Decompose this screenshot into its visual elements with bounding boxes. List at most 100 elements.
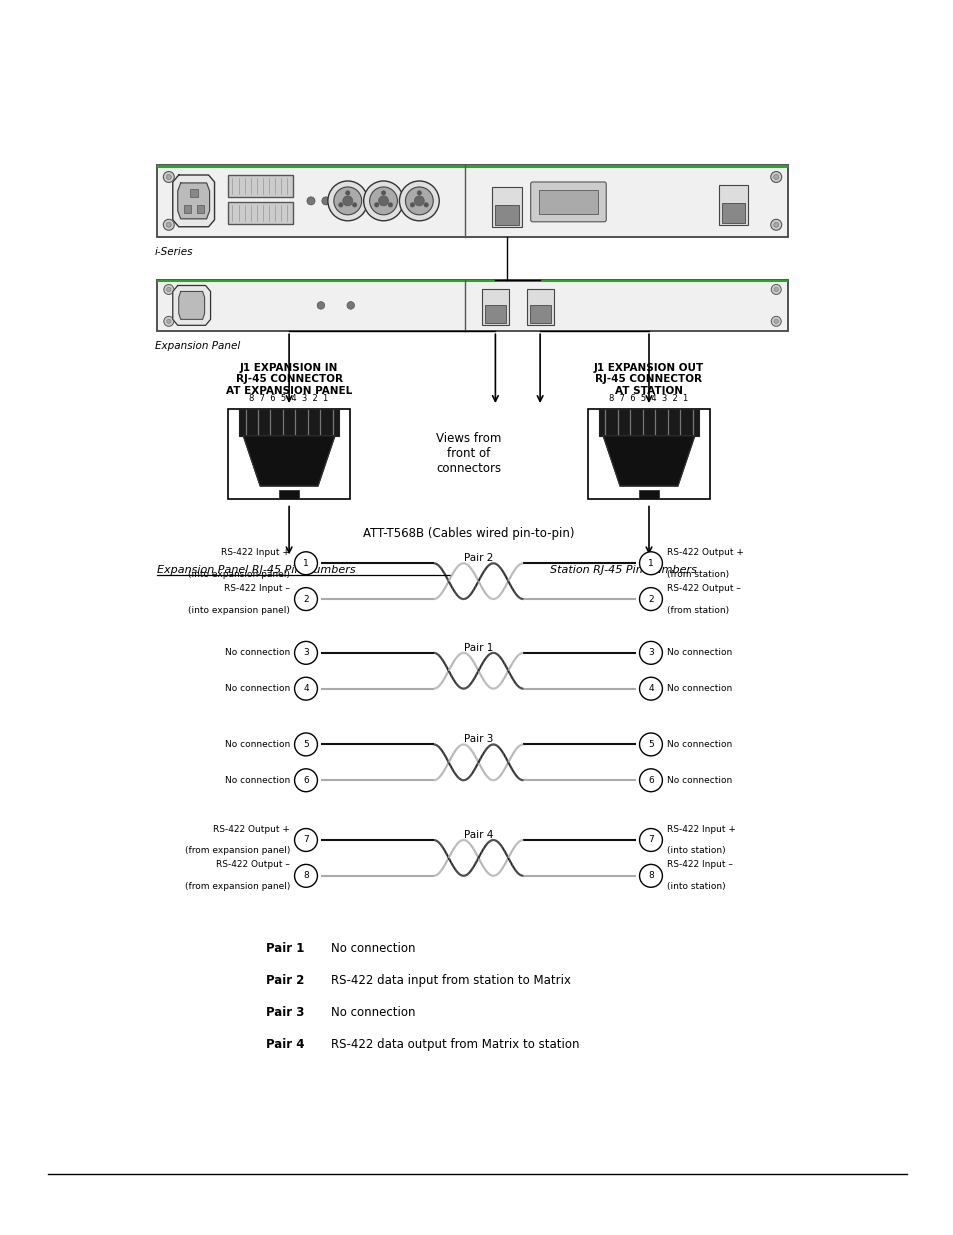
Text: RS-422 Input –: RS-422 Input – xyxy=(224,584,290,593)
Circle shape xyxy=(414,196,424,206)
Text: Pair 4: Pair 4 xyxy=(463,830,493,840)
FancyBboxPatch shape xyxy=(156,279,787,282)
Circle shape xyxy=(388,203,393,207)
Text: 3: 3 xyxy=(647,648,653,657)
FancyBboxPatch shape xyxy=(538,190,598,214)
Text: RS-422 Input +: RS-422 Input + xyxy=(666,825,735,834)
Text: (from station): (from station) xyxy=(666,569,728,579)
Circle shape xyxy=(316,301,324,309)
Text: 8  7  6  5  4  3  2  1: 8 7 6 5 4 3 2 1 xyxy=(609,394,688,403)
FancyBboxPatch shape xyxy=(228,175,293,198)
Circle shape xyxy=(328,182,367,221)
Text: 2: 2 xyxy=(303,594,309,604)
Text: RS-422 Input –: RS-422 Input – xyxy=(666,861,732,869)
Circle shape xyxy=(410,203,415,207)
Text: 7: 7 xyxy=(303,836,309,845)
Circle shape xyxy=(378,196,388,206)
Circle shape xyxy=(375,203,378,207)
Circle shape xyxy=(399,182,438,221)
Text: (into expansion panel): (into expansion panel) xyxy=(188,605,290,615)
Circle shape xyxy=(773,174,778,179)
Polygon shape xyxy=(172,285,211,325)
Circle shape xyxy=(363,182,403,221)
Circle shape xyxy=(405,186,433,215)
Text: 6: 6 xyxy=(303,776,309,784)
Circle shape xyxy=(639,677,661,700)
Circle shape xyxy=(334,186,361,215)
Text: RS-422 Output –: RS-422 Output – xyxy=(216,861,290,869)
Circle shape xyxy=(294,864,317,887)
Text: No connection: No connection xyxy=(666,740,731,748)
Circle shape xyxy=(381,190,385,195)
Circle shape xyxy=(773,319,778,324)
Text: RS-422 Output +: RS-422 Output + xyxy=(213,825,290,834)
Circle shape xyxy=(639,769,661,792)
Text: RS-422 data input from station to Matrix: RS-422 data input from station to Matrix xyxy=(331,974,570,987)
Text: 1: 1 xyxy=(303,558,309,568)
Text: Pair 2: Pair 2 xyxy=(463,553,493,563)
Polygon shape xyxy=(172,175,214,227)
Polygon shape xyxy=(178,291,204,320)
Circle shape xyxy=(294,588,317,610)
Text: No connection: No connection xyxy=(225,740,290,748)
FancyBboxPatch shape xyxy=(526,289,553,325)
Circle shape xyxy=(639,864,661,887)
Text: No connection: No connection xyxy=(666,684,731,693)
Text: No connection: No connection xyxy=(666,776,731,784)
FancyBboxPatch shape xyxy=(190,189,197,196)
Circle shape xyxy=(347,301,355,309)
Circle shape xyxy=(164,284,173,294)
Text: J1 EXPANSION IN
RJ-45 CONNECTOR
AT EXPANSION PANEL: J1 EXPANSION IN RJ-45 CONNECTOR AT EXPAN… xyxy=(226,363,352,396)
Polygon shape xyxy=(177,183,210,219)
Circle shape xyxy=(416,190,421,195)
FancyBboxPatch shape xyxy=(278,490,299,499)
Circle shape xyxy=(770,284,781,294)
Text: 3: 3 xyxy=(303,648,309,657)
Text: Expansion Panel RJ-45 Pin Numbers: Expansion Panel RJ-45 Pin Numbers xyxy=(156,566,355,576)
Text: No connection: No connection xyxy=(225,684,290,693)
FancyBboxPatch shape xyxy=(156,165,787,168)
Text: 7: 7 xyxy=(647,836,653,845)
Circle shape xyxy=(423,203,428,207)
Circle shape xyxy=(294,769,317,792)
Text: ATT-T568B (Cables wired pin-to-pin): ATT-T568B (Cables wired pin-to-pin) xyxy=(363,527,575,540)
Circle shape xyxy=(164,316,173,326)
FancyBboxPatch shape xyxy=(529,305,550,324)
Text: 4: 4 xyxy=(647,684,653,693)
FancyBboxPatch shape xyxy=(196,205,203,212)
Circle shape xyxy=(345,190,350,195)
Text: (from expansion panel): (from expansion panel) xyxy=(185,882,290,892)
Text: (from station): (from station) xyxy=(666,605,728,615)
Circle shape xyxy=(294,677,317,700)
FancyBboxPatch shape xyxy=(239,409,338,436)
Circle shape xyxy=(770,220,781,230)
Circle shape xyxy=(770,172,781,183)
Text: Pair 2: Pair 2 xyxy=(266,974,304,987)
FancyBboxPatch shape xyxy=(492,186,521,227)
Text: RS-422 Input +: RS-422 Input + xyxy=(221,548,290,557)
FancyBboxPatch shape xyxy=(228,409,350,499)
Circle shape xyxy=(770,316,781,326)
Text: (from expansion panel): (from expansion panel) xyxy=(185,846,290,856)
Text: Pair 1: Pair 1 xyxy=(463,643,493,653)
Text: No connection: No connection xyxy=(666,648,731,657)
Text: 8  7  6  5  4  3  2  1: 8 7 6 5 4 3 2 1 xyxy=(250,394,329,403)
Circle shape xyxy=(342,196,353,206)
FancyBboxPatch shape xyxy=(184,205,191,212)
Text: (into station): (into station) xyxy=(666,846,724,856)
Circle shape xyxy=(773,222,778,227)
Text: Pair 1: Pair 1 xyxy=(266,942,304,955)
Text: Pair 3: Pair 3 xyxy=(266,1005,304,1019)
Text: Expansion Panel: Expansion Panel xyxy=(154,341,240,351)
Text: (into expansion panel): (into expansion panel) xyxy=(188,569,290,579)
Text: J1 EXPANSION OUT
RJ-45 CONNECTOR
AT STATION: J1 EXPANSION OUT RJ-45 CONNECTOR AT STAT… xyxy=(594,363,703,396)
Circle shape xyxy=(338,203,343,207)
Circle shape xyxy=(321,196,330,205)
Circle shape xyxy=(166,222,172,227)
Text: 5: 5 xyxy=(303,740,309,748)
Circle shape xyxy=(639,641,661,664)
Text: Views from
front of
connectors: Views from front of connectors xyxy=(436,432,501,475)
Text: 1: 1 xyxy=(647,558,653,568)
Text: (into station): (into station) xyxy=(666,882,724,892)
Text: No connection: No connection xyxy=(331,1005,415,1019)
